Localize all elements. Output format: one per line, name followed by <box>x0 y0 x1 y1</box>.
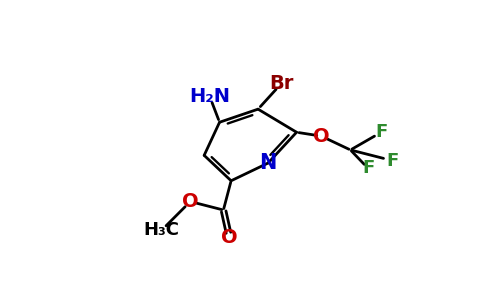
Text: F: F <box>387 152 399 170</box>
Text: H₂N: H₂N <box>189 87 230 106</box>
Text: O: O <box>182 192 198 211</box>
Text: Br: Br <box>269 74 293 93</box>
Text: O: O <box>313 127 330 146</box>
Text: F: F <box>362 159 374 177</box>
Text: H₃C: H₃C <box>144 221 180 239</box>
Text: N: N <box>259 153 277 173</box>
Text: O: O <box>221 228 238 247</box>
Text: F: F <box>375 123 387 141</box>
